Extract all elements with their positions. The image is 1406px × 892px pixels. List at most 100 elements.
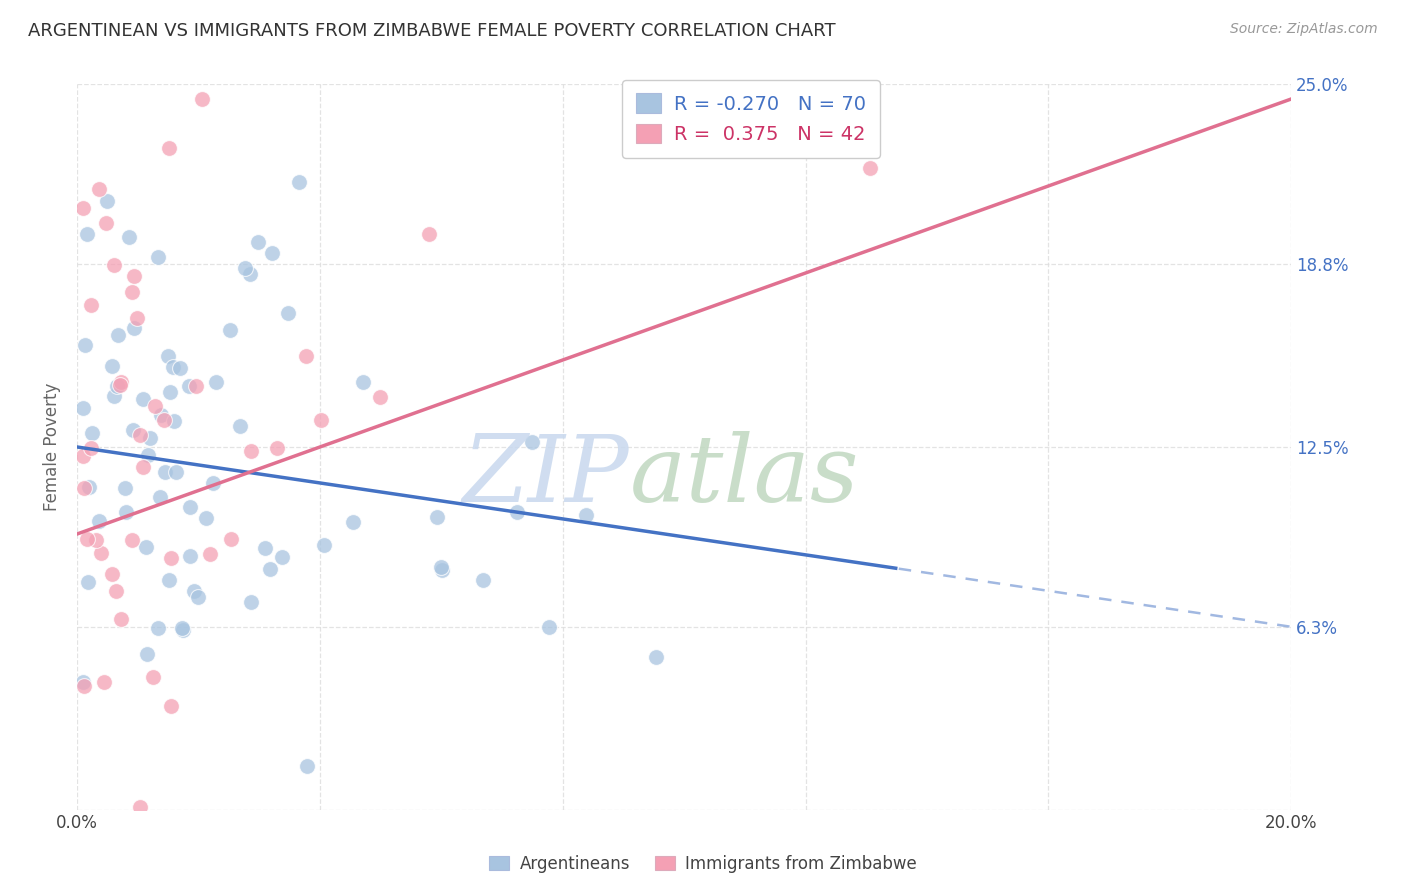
Point [295,759,318,773]
Point [96,194,118,208]
Point [179,500,201,515]
Point [271,549,294,564]
Point [77,480,100,494]
Point [259,562,281,576]
Point [87,514,110,528]
Point [187,590,209,604]
Point [342,515,364,529]
Point [142,670,165,684]
Point [288,175,311,189]
Point [93,674,115,689]
Point [72,675,94,690]
Point [205,375,228,389]
Point [115,505,138,519]
Point [165,465,187,479]
Point [110,612,132,626]
Point [89,182,111,196]
Point [103,389,125,403]
Legend: R = -0.270   N = 70, R =  0.375   N = 42: R = -0.270 N = 70, R = 0.375 N = 42 [621,79,880,158]
Point [184,379,207,393]
Point [72,401,94,416]
Point [172,623,194,637]
Point [136,448,159,462]
Point [114,481,136,495]
Point [472,573,495,587]
Point [418,227,440,242]
Point [122,268,145,283]
Point [219,532,242,546]
Point [277,306,299,320]
Point [128,799,150,814]
Text: Source: ZipAtlas.com: Source: ZipAtlas.com [1230,22,1378,37]
Point [506,505,529,519]
Point [239,443,262,458]
Point [179,549,201,563]
Text: ZIP: ZIP [463,431,630,521]
Point [246,235,269,249]
Point [228,418,250,433]
Point [80,426,103,441]
Point [135,540,157,554]
Point [426,509,449,524]
Point [172,621,194,635]
Point [84,533,107,548]
Point [522,435,544,450]
Point [159,699,181,714]
Point [368,390,391,404]
Point [90,546,112,560]
Point [233,261,256,276]
Point [122,424,145,438]
Point [105,378,128,392]
Point [295,349,318,363]
Point [72,449,94,463]
Point [309,413,332,427]
Point [121,285,143,299]
Point [575,508,598,522]
Point [73,679,96,693]
Point [76,227,98,242]
Point [153,465,176,479]
Point [80,441,103,455]
Point [202,476,225,491]
Point [72,202,94,216]
Point [169,360,191,375]
Point [129,427,152,442]
Point [218,323,240,337]
Point [105,584,128,599]
Legend: Argentineans, Immigrants from Zimbabwe: Argentineans, Immigrants from Zimbabwe [482,848,924,880]
Point [179,379,201,393]
Point [430,563,453,577]
Point [80,298,103,312]
Point [110,376,132,390]
Point [150,408,173,422]
Point [136,648,159,662]
Point [149,490,172,504]
Point [159,384,181,399]
Point [107,328,129,343]
Point [101,567,124,582]
Point [645,650,668,665]
Point [430,560,453,574]
Point [163,414,186,428]
Point [143,399,166,413]
Point [240,595,263,609]
Point [103,258,125,272]
Point [77,574,100,589]
Point [76,532,98,546]
Y-axis label: Female Poverty: Female Poverty [44,383,60,511]
Point [94,216,117,230]
Point [101,359,124,373]
Text: atlas: atlas [630,431,859,521]
Point [110,378,132,392]
Point [162,359,184,374]
Point [132,460,155,475]
Point [121,533,143,547]
Point [538,620,561,634]
Point [253,541,276,555]
Point [262,245,284,260]
Point [183,584,205,599]
Text: ARGENTINEAN VS IMMIGRANTS FROM ZIMBABWE FEMALE POVERTY CORRELATION CHART: ARGENTINEAN VS IMMIGRANTS FROM ZIMBABWE … [28,22,835,40]
Point [75,338,97,352]
Point [157,350,180,364]
Point [139,432,162,446]
